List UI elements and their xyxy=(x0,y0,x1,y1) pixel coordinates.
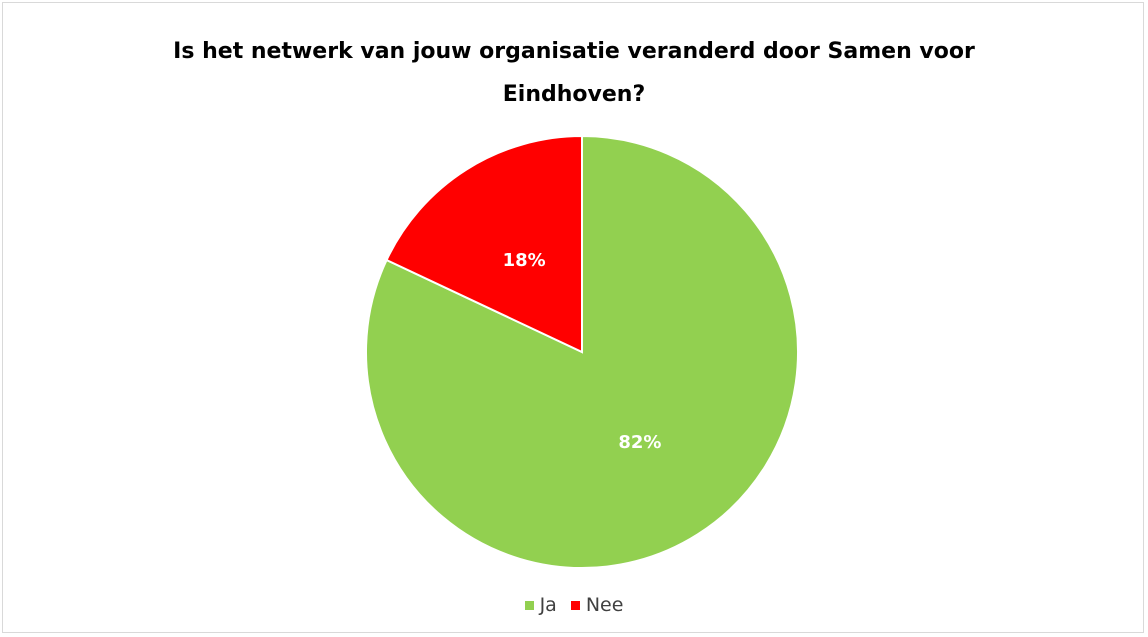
chart-title: Is het netwerk van jouw organisatie vera… xyxy=(0,30,1148,116)
legend-swatch-ja xyxy=(524,600,534,610)
legend-entry-ja: Ja xyxy=(524,594,557,616)
legend-label-ja: Ja xyxy=(539,594,557,616)
pie-slice-ja xyxy=(365,134,799,569)
chart-title-line-1: Is het netwerk van jouw organisatie vera… xyxy=(173,39,975,64)
legend-entry-nee: Nee xyxy=(570,594,624,616)
legend-label-nee: Nee xyxy=(585,594,624,616)
pie-slice-nee xyxy=(385,134,583,354)
data-label-ja: 82% xyxy=(618,432,661,453)
legend-swatch-nee xyxy=(570,600,580,610)
legend: Ja Nee xyxy=(0,594,1148,616)
data-label-nee: 18% xyxy=(503,250,546,271)
chart-title-line-2: Eindhoven? xyxy=(502,82,646,107)
